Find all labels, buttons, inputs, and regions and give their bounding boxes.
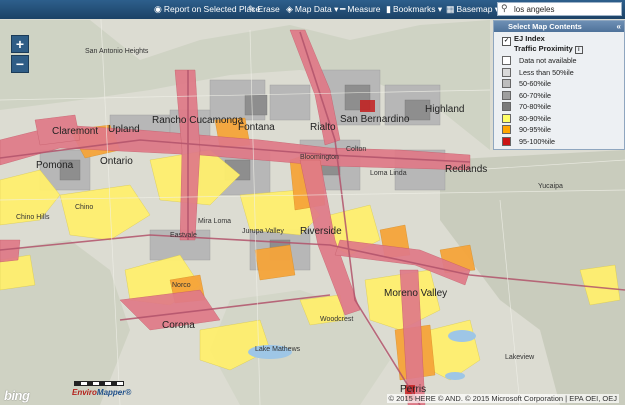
toolbar-label: Measure (347, 4, 381, 14)
info-icon[interactable]: i (574, 46, 583, 54)
sublayer-traffic-proximity[interactable]: Traffic Proximity i (514, 44, 583, 54)
place-label: Eastvale (170, 232, 197, 239)
erase-icon: ✎ (248, 4, 256, 14)
place-label: Lakeview (505, 354, 535, 361)
place-label: Rancho Cucamonga (152, 115, 244, 126)
measure-icon: ━ (340, 4, 346, 14)
place-label: Ontario (100, 156, 133, 167)
zoom-in-button[interactable]: + (11, 35, 29, 53)
legend-label: 50-60%ile (519, 79, 551, 88)
search-icon[interactable]: ⚲ (501, 3, 508, 13)
map-contents-panel: Select Map Contents « ✓ EJ Index Traffic … (493, 20, 625, 150)
toolbar-label: Erase (257, 4, 280, 14)
place-label: Colton (346, 146, 367, 153)
layer-ej-index[interactable]: ✓ EJ Index (502, 34, 545, 46)
collapse-panel-button[interactable]: « (616, 22, 621, 31)
place-label: Mira Loma (198, 218, 232, 225)
legend-label: 95-100%ile (519, 136, 555, 146)
legend-swatch (502, 102, 511, 111)
place-label: Pomona (36, 160, 74, 171)
measure-button[interactable]: ━ Measure (340, 0, 381, 19)
legend-label: 60-70%ile (519, 90, 551, 100)
report-on-selected-place-button[interactable]: ◉ Report on Selected Place (154, 0, 260, 19)
legend-label: Data not available (519, 56, 577, 65)
scale-bar (74, 381, 124, 386)
basemap-menu[interactable]: ▦ Basemap ▾ (446, 0, 499, 19)
place-label: Lake Mathews (255, 346, 301, 353)
legend-label: 80-90%ile (519, 113, 551, 123)
zoom-out-button[interactable]: − (11, 55, 29, 73)
place-label: Loma Linda (370, 170, 407, 177)
place-label: Norco (172, 282, 191, 289)
bing-logo: bing (4, 388, 30, 403)
legend-swatch (502, 113, 511, 123)
legend-swatch (502, 90, 511, 100)
toolbar-label: Basemap ▾ (456, 4, 500, 14)
place-label: Riverside (300, 226, 342, 237)
place-label: Woodcrest (320, 316, 354, 323)
place-label: Rialto (310, 122, 336, 133)
report-icon: ◉ (154, 4, 162, 14)
legend-swatch (502, 67, 511, 77)
legend-label: 90-95%ile (519, 125, 551, 134)
place-label: San Bernardino (340, 114, 410, 125)
logo-part-a: Enviro (72, 388, 97, 397)
place-label: Claremont (52, 126, 99, 137)
top-toolbar: ◉ Report on Selected Place ✎ Erase ◈ Map Da… (0, 0, 625, 19)
legend-swatch (502, 56, 511, 65)
layer-label: EJ Index (514, 34, 545, 43)
map-data-icon: ◈ (286, 4, 293, 14)
logo-part-b: Mapper® (96, 388, 132, 397)
place-label: Perris (400, 384, 427, 395)
place-label: Bloomington (300, 154, 339, 161)
panel-title: Select Map Contents (508, 22, 582, 31)
place-label: Yucaipa (538, 183, 563, 190)
legend-swatch (502, 125, 511, 134)
place-label: Jurupa Valley (242, 228, 284, 235)
legend-label: 70-80%ile (519, 102, 551, 111)
layer-checkbox[interactable]: ✓ (502, 37, 511, 46)
sublayer-label: Traffic Proximity (514, 44, 573, 53)
place-label: Fontana (238, 122, 275, 133)
map-attribution: © 2015 HERE © AND. © 2015 Microsoft Corp… (386, 394, 619, 403)
place-label: Upland (108, 124, 140, 135)
place-label: San Antonio Heights (85, 48, 149, 55)
panel-header: Select Map Contents « (494, 21, 624, 32)
erase-button[interactable]: ✎ Erase (248, 0, 280, 19)
search-input[interactable] (497, 2, 622, 16)
map-data-menu[interactable]: ◈ Map Data ▾ (286, 0, 338, 19)
place-label: Moreno Valley (384, 288, 448, 299)
legend-swatch (502, 136, 511, 146)
place-label: Corona (162, 320, 195, 331)
toolbar-label: Map Data ▾ (294, 4, 339, 14)
place-label: Highland (425, 104, 465, 115)
toolbar-label: Bookmarks ▾ (392, 4, 443, 14)
place-label: Chino Hills (16, 214, 50, 221)
toolbar-label: Report on Selected Place (163, 4, 261, 14)
ejscreen-logo: EnviroMapper® (72, 388, 131, 397)
place-label: Redlands (445, 164, 488, 175)
bookmarks-menu[interactable]: ▮ Bookmarks ▾ (386, 0, 442, 19)
bookmarks-icon: ▮ (386, 4, 391, 14)
legend-swatch (502, 79, 511, 88)
basemap-icon: ▦ (446, 4, 455, 14)
legend-label: Less than 50%ile (519, 67, 574, 77)
place-label: Chino (75, 204, 94, 211)
